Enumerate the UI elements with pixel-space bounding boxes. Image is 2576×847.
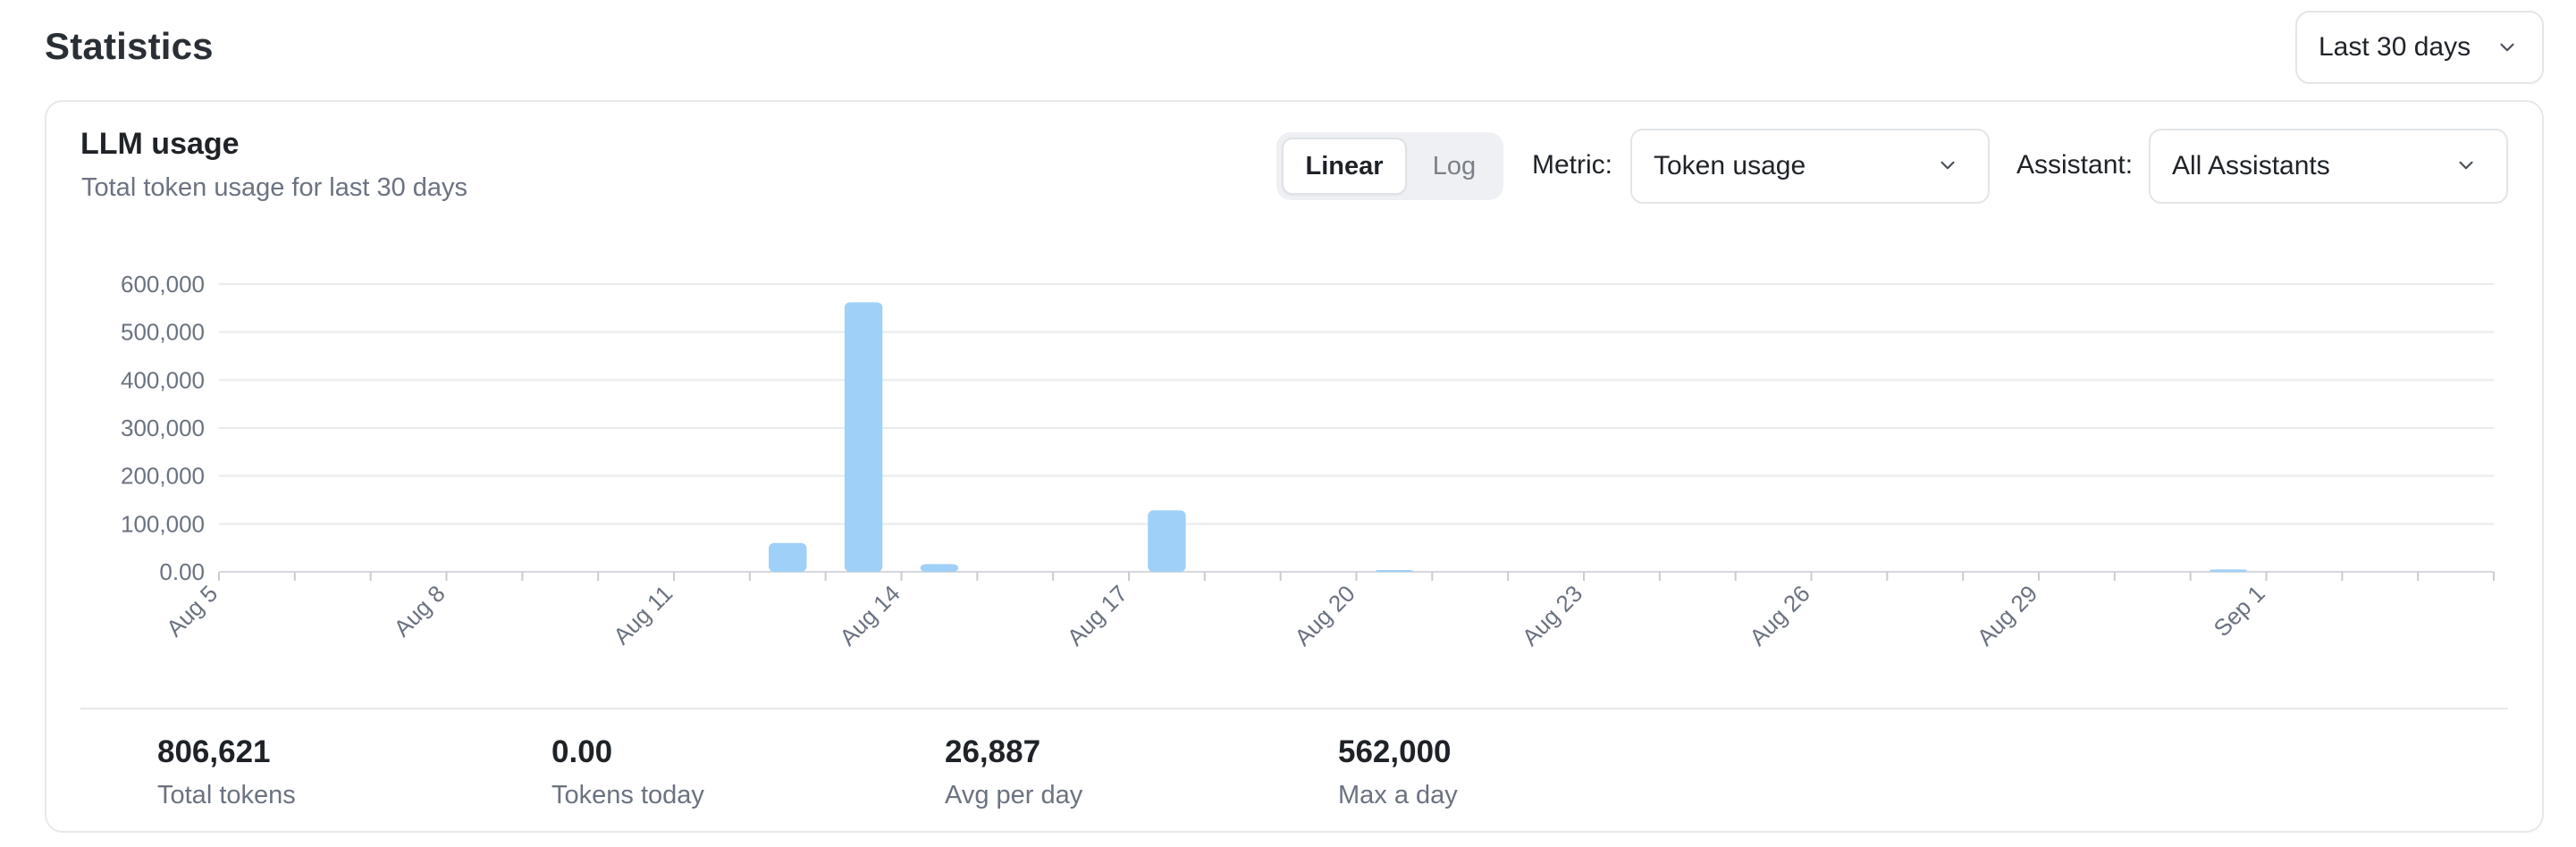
metric-label: Metric: (1532, 150, 1612, 180)
page-title: Statistics (45, 25, 214, 67)
chevron-down-icon (1940, 161, 1955, 170)
metric-select[interactable]: Token usage (1630, 129, 1990, 204)
stat-tokens-today-value: 0.00 (551, 734, 613, 769)
x-tick-label: Aug 26 (1744, 580, 1814, 650)
chart-bar (844, 302, 883, 572)
y-tick-label: 300,000 (121, 415, 205, 441)
x-tick-label: Aug 20 (1289, 580, 1360, 650)
y-tick-label: 100,000 (121, 510, 205, 537)
y-tick-label: 0.00 (159, 558, 205, 585)
x-tick-label: Aug 23 (1517, 580, 1587, 650)
x-tick-label: Aug 14 (834, 580, 905, 650)
date-range-select[interactable]: Last 30 days (2295, 11, 2544, 84)
chart-bar (1148, 510, 1186, 572)
scale-log-button[interactable]: Log (1432, 151, 1477, 180)
x-tick-label: Aug 8 (388, 580, 450, 642)
stats-divider (80, 708, 2508, 709)
chevron-down-icon (2459, 161, 2473, 170)
assistant-select[interactable]: All Assistants (2149, 129, 2508, 204)
chart-bar (920, 564, 959, 572)
llm-usage-card (45, 100, 2544, 833)
y-tick-label: 600,000 (121, 271, 205, 298)
scale-linear-button[interactable]: Linear (1282, 138, 1407, 195)
stat-avg-per-day-label: Avg per day (945, 781, 1083, 809)
y-tick-label: 400,000 (121, 366, 205, 393)
x-tick-label: Sep 1 (2208, 580, 2269, 642)
date-range-value: Last 30 days (2319, 32, 2471, 62)
scale-toggle: Linear Log (1276, 132, 1503, 200)
x-tick-label: Aug 17 (1062, 580, 1132, 650)
chevron-down-icon (2500, 43, 2514, 52)
card-subtitle: Total token usage for last 30 days (81, 173, 468, 202)
usage-bar-chart: 0.00 100,000 200,000 300,000 400,000 500,000 6… (121, 271, 2495, 651)
stat-total-tokens-label: Total tokens (157, 781, 296, 809)
stat-total-tokens-value: 806,621 (157, 734, 271, 769)
chart-bar (2209, 569, 2248, 572)
x-tick-label: Aug 5 (161, 580, 223, 642)
y-tick-label: 500,000 (121, 319, 205, 346)
x-tick-label: Aug 29 (1972, 580, 2042, 650)
x-tick-label: Aug 11 (608, 580, 678, 650)
card-title: LLM usage (80, 127, 240, 161)
stat-max-a-day-label: Max a day (1338, 781, 1458, 809)
stat-max-a-day-value: 562,000 (1338, 734, 1452, 769)
y-tick-label: 200,000 (121, 463, 205, 490)
chart-bar (769, 542, 807, 572)
metric-value: Token usage (1654, 151, 1806, 180)
stat-tokens-today-label: Tokens today (551, 781, 704, 809)
assistant-value: All Assistants (2172, 151, 2330, 180)
stat-avg-per-day-value: 26,887 (945, 734, 1041, 769)
chart-bar (1375, 570, 1414, 572)
assistant-label: Assistant: (2016, 150, 2134, 180)
